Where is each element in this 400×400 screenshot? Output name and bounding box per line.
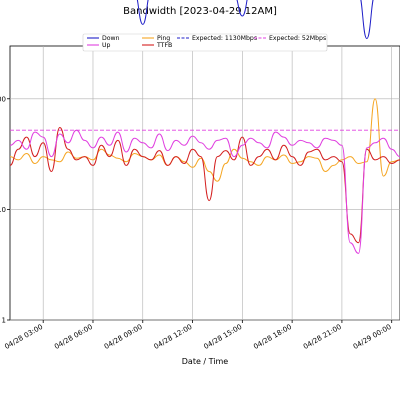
x-tick-label: 04/28 21:00 xyxy=(302,323,343,351)
legend-label: Expected: 52Mbps xyxy=(269,35,326,42)
x-tick-label: 04/28 09:00 xyxy=(103,323,144,351)
x-tick-label: 04/29 00:00 xyxy=(352,323,393,351)
x-tick-label: 04/28 15:00 xyxy=(202,323,243,351)
chart-title: Bandwidth [2023-04-29 12AM] xyxy=(123,6,277,17)
legend-label: Down xyxy=(102,35,120,42)
y-tick-label: 100 xyxy=(0,95,6,103)
series-line-ttfb xyxy=(9,126,400,244)
y-tick-label: 1 xyxy=(2,317,6,325)
series-line-up xyxy=(9,129,400,254)
x-tick-label: 04/28 18:00 xyxy=(252,323,293,351)
legend-label: Expected: 1130Mbps xyxy=(192,35,257,42)
plot-area: 1 10 100 04/28 03:00 04/28 06:00 04/28 09:00 0… xyxy=(0,0,400,351)
x-tick-label: 04/28 12:00 xyxy=(153,323,194,351)
series-line-ping xyxy=(9,98,400,182)
x-tick-label: 04/28 06:00 xyxy=(53,323,94,351)
legend-label: TTFB xyxy=(156,42,172,49)
legend-label: Ping xyxy=(157,35,170,42)
legend-label: Up xyxy=(102,42,111,49)
y-tick-label: 10 xyxy=(0,206,6,214)
x-axis-label: Date / Time xyxy=(182,357,229,366)
x-tick-label: 04/28 03:00 xyxy=(3,323,44,351)
